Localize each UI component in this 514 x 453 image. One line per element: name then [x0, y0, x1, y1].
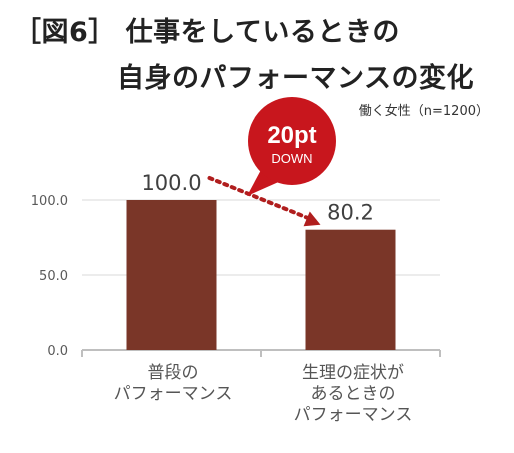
bar-value-label: 100.0: [141, 171, 201, 195]
bar: [305, 229, 396, 350]
bar: [126, 200, 217, 350]
category-label-normal: 普段の パフォーマンス: [113, 363, 233, 404]
y-tick-label: 0.0: [47, 344, 68, 359]
y-tick-label: 100.0: [31, 194, 68, 209]
chart-title-line-2: 自身のパフォーマンスの変化: [117, 63, 474, 94]
sample-size-note: 働く女性（n=1200）: [358, 104, 489, 119]
decline-arrow-shaft: [207, 176, 317, 223]
callout-label: DOWN: [271, 151, 312, 166]
decline-arrow-head: [303, 211, 321, 227]
y-tick-label: 50.0: [39, 269, 68, 284]
callout-value: 20pt: [267, 122, 316, 149]
bar-value-label: 80.2: [327, 201, 374, 225]
category-label-period: 生理の症状が あるときの パフォーマンス: [293, 363, 413, 425]
chart-title-line-1: ［図6］ 仕事をしているときの: [14, 17, 400, 48]
callout-bubble: [248, 97, 336, 185]
